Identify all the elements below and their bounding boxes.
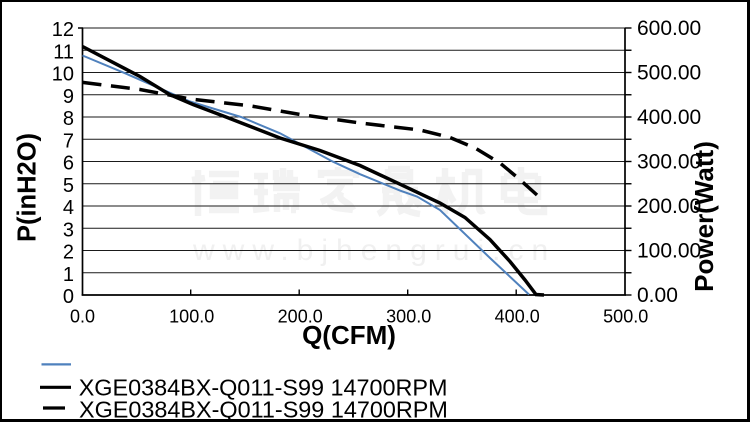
svg-text:100.00: 100.00 [637, 240, 701, 263]
svg-text:10: 10 [52, 64, 74, 86]
svg-text:400.00: 400.00 [637, 106, 701, 129]
svg-text:0.0: 0.0 [70, 307, 95, 327]
svg-text:7: 7 [63, 130, 74, 152]
svg-text:500.0: 500.0 [603, 307, 648, 327]
svg-text:200.00: 200.00 [637, 195, 701, 218]
svg-text:0.00: 0.00 [637, 284, 678, 307]
svg-text:300.0: 300.0 [386, 307, 431, 327]
svg-text:XGE0384BX-Q011-S99 14700RPM: XGE0384BX-Q011-S99 14700RPM [79, 396, 448, 422]
svg-text:8: 8 [63, 108, 74, 130]
svg-text:1: 1 [63, 264, 74, 286]
svg-text:400.0: 400.0 [495, 307, 540, 327]
svg-text:12: 12 [52, 19, 74, 41]
svg-text:Power(Watt): Power(Watt) [689, 141, 719, 292]
svg-text:0: 0 [63, 286, 74, 308]
svg-text:P(inH2O): P(inH2O) [14, 133, 42, 242]
svg-text:9: 9 [63, 86, 74, 108]
svg-text:Q(CFM): Q(CFM) [302, 320, 396, 350]
svg-text:11: 11 [53, 41, 74, 63]
svg-text:6: 6 [63, 153, 74, 175]
svg-text:500.00: 500.00 [637, 62, 701, 85]
svg-text:300.00: 300.00 [637, 151, 701, 174]
svg-text:5: 5 [63, 175, 74, 197]
svg-text:200.0: 200.0 [278, 307, 323, 327]
svg-text:XGE0384BX-Q011-S99 14700RPM: XGE0384BX-Q011-S99 14700RPM [79, 375, 448, 401]
svg-text:2: 2 [63, 242, 74, 264]
svg-text:600.00: 600.00 [637, 17, 701, 40]
svg-text:3: 3 [63, 219, 74, 241]
svg-text:100.0: 100.0 [169, 307, 214, 327]
svg-text:4: 4 [63, 197, 74, 219]
